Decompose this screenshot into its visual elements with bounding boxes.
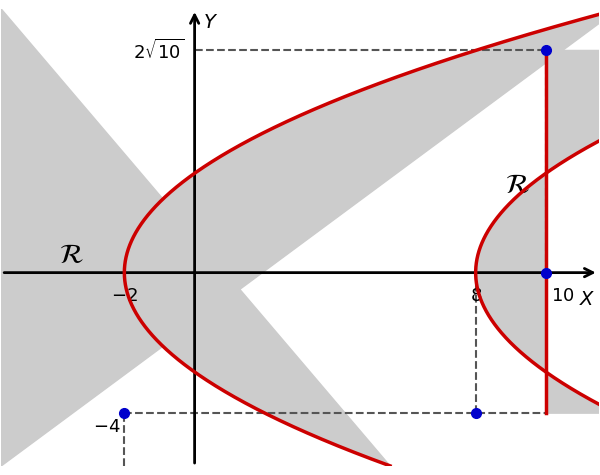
Text: $-4$: $-4$ xyxy=(93,418,121,437)
Text: $Y$: $Y$ xyxy=(203,13,218,32)
Text: $-2$: $-2$ xyxy=(111,287,138,304)
Text: $2\sqrt{10}$: $2\sqrt{10}$ xyxy=(133,38,184,63)
Text: $8$: $8$ xyxy=(470,287,482,304)
Polygon shape xyxy=(476,50,600,413)
Text: $X$: $X$ xyxy=(578,290,595,309)
Polygon shape xyxy=(1,9,600,466)
Text: $10$: $10$ xyxy=(551,287,575,304)
Text: $\mathcal{R}$: $\mathcal{R}$ xyxy=(59,241,84,269)
Text: $\mathcal{R}$: $\mathcal{R}$ xyxy=(505,171,530,199)
